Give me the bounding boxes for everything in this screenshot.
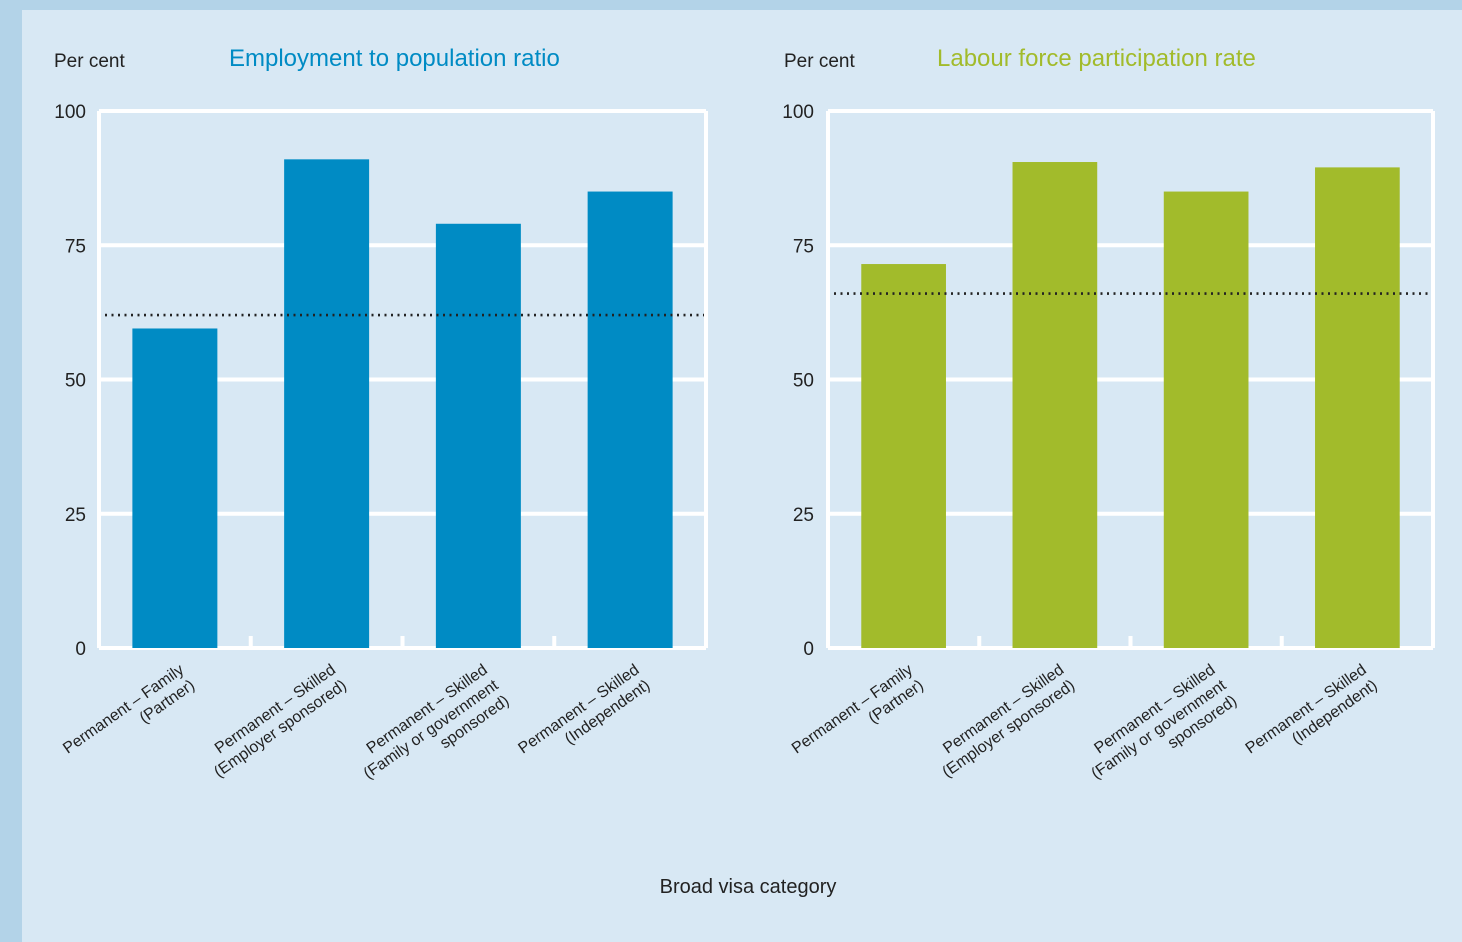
bar-4 xyxy=(587,191,673,649)
category-label: Permanent – Family(Partner) xyxy=(789,661,927,773)
y-tick-label: 25 xyxy=(65,505,86,526)
y-tick-label: 50 xyxy=(793,371,814,392)
chart-2: 0 25 50 75 100 Labour force participation rat… xyxy=(782,45,1435,798)
y-tick-label: 0 xyxy=(75,639,86,660)
bar-3 xyxy=(1163,191,1249,649)
bar-1 xyxy=(861,264,946,648)
y-tick-label: 25 xyxy=(793,505,814,526)
category-label: Permanent – Skilled(Family or government… xyxy=(350,661,513,798)
category-label: Permanent – Skilled(Independent) xyxy=(515,661,653,773)
bar-3 xyxy=(435,223,521,648)
bar-2 xyxy=(1012,162,1098,648)
y-axis-label: Per cent xyxy=(784,51,855,72)
category-label: Permanent – Skilled(Employer sponsored) xyxy=(200,661,350,781)
bar-2 xyxy=(284,159,370,648)
y-tick-label: 75 xyxy=(793,236,814,257)
category-label: Permanent – Skilled(Family or government… xyxy=(1078,661,1241,798)
chart-1: 0 25 50 75 100 Employment to population ratio… xyxy=(54,45,708,798)
y-axis-label: Per cent xyxy=(54,51,125,72)
category-label: Permanent – Skilled(Independent) xyxy=(1243,661,1381,773)
category-label: Permanent – Family(Partner) xyxy=(60,661,198,773)
y-tick-label: 100 xyxy=(54,102,86,123)
x-axis-label: Broad visa category xyxy=(660,876,837,898)
bar-1 xyxy=(132,328,218,648)
y-tick-label: 50 xyxy=(65,371,86,392)
category-label: Permanent – Skilled(Employer sponsored) xyxy=(928,661,1078,781)
y-tick-label: 75 xyxy=(65,236,86,257)
chart-title: Employment to population ratio xyxy=(229,45,560,72)
y-tick-label: 0 xyxy=(803,639,814,660)
chart-title: Labour force participation rate xyxy=(937,45,1256,72)
bar-4 xyxy=(1315,167,1400,648)
y-tick-label: 100 xyxy=(782,102,814,123)
